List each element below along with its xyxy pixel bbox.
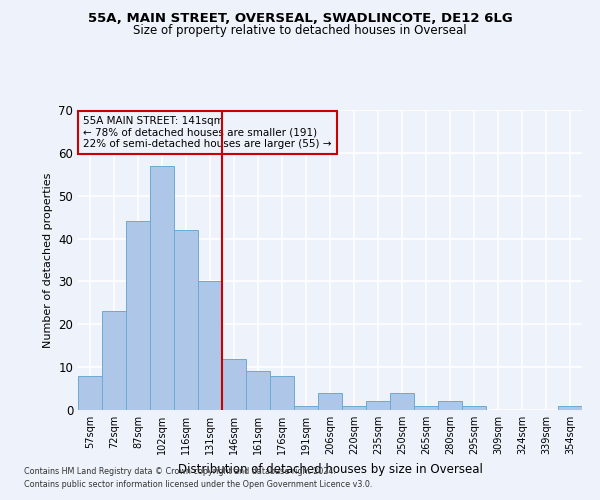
Bar [150,166,174,410]
Bar [270,376,294,410]
Bar [414,406,438,410]
Bar [198,282,222,410]
Bar [438,402,462,410]
Bar [222,358,246,410]
Y-axis label: Number of detached properties: Number of detached properties [43,172,53,348]
Bar [246,372,270,410]
Bar [558,406,582,410]
Text: 55A MAIN STREET: 141sqm
← 78% of detached houses are smaller (191)
22% of semi-d: 55A MAIN STREET: 141sqm ← 78% of detache… [83,116,332,149]
Text: Size of property relative to detached houses in Overseal: Size of property relative to detached ho… [133,24,467,37]
Text: Contains public sector information licensed under the Open Government Licence v3: Contains public sector information licen… [24,480,373,489]
Bar [174,230,198,410]
Bar [342,406,366,410]
Bar [366,402,390,410]
Text: 55A, MAIN STREET, OVERSEAL, SWADLINCOTE, DE12 6LG: 55A, MAIN STREET, OVERSEAL, SWADLINCOTE,… [88,12,512,26]
Bar [462,406,486,410]
Bar [390,393,414,410]
Bar [102,312,126,410]
Bar [318,393,342,410]
Bar [126,222,150,410]
X-axis label: Distribution of detached houses by size in Overseal: Distribution of detached houses by size … [178,462,482,475]
Text: Contains HM Land Registry data © Crown copyright and database right 2024.: Contains HM Land Registry data © Crown c… [24,467,336,476]
Bar [294,406,318,410]
Bar [78,376,102,410]
